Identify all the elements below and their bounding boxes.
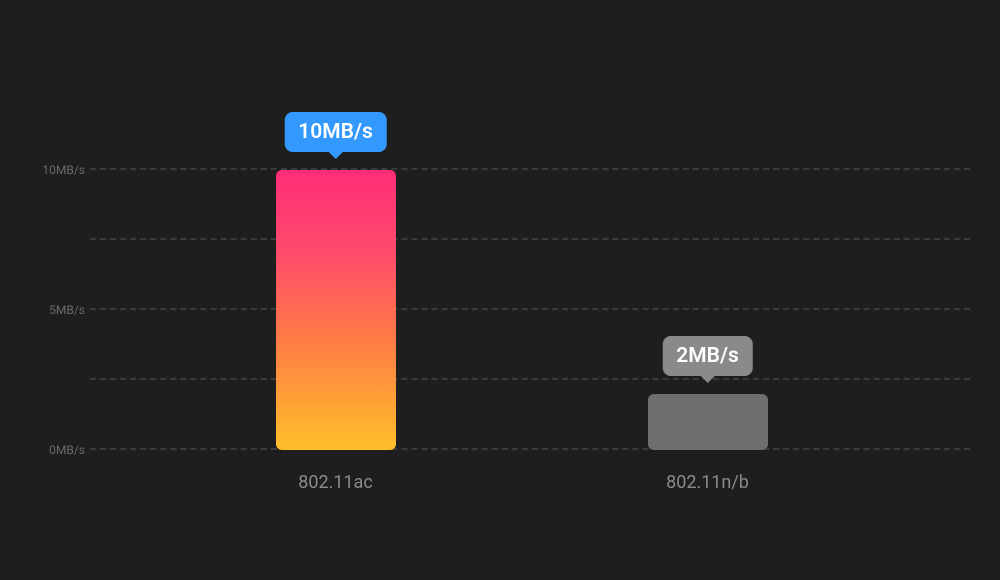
x-axis-label: 802.11ac bbox=[298, 472, 373, 493]
bar-chart: 0MB/s 5MB/s 10MB/s 10MB/s 802.11ac 2MB/s… bbox=[90, 170, 970, 450]
bar-802-11nb bbox=[648, 394, 768, 450]
gridline bbox=[90, 238, 970, 240]
x-axis-label: 802.11n/b bbox=[666, 472, 749, 493]
bar-802-11ac bbox=[276, 170, 396, 450]
y-axis-label: 0MB/s bbox=[40, 443, 85, 457]
y-axis-label: 5MB/s bbox=[40, 303, 85, 317]
gridline: 10MB/s bbox=[90, 168, 970, 170]
bar-tooltip: 2MB/s bbox=[662, 336, 753, 376]
y-axis-label: 10MB/s bbox=[40, 163, 85, 177]
gridline bbox=[90, 378, 970, 380]
gridline: 0MB/s bbox=[90, 448, 970, 450]
bar-tooltip: 10MB/s bbox=[284, 112, 386, 152]
gridline: 5MB/s bbox=[90, 308, 970, 310]
